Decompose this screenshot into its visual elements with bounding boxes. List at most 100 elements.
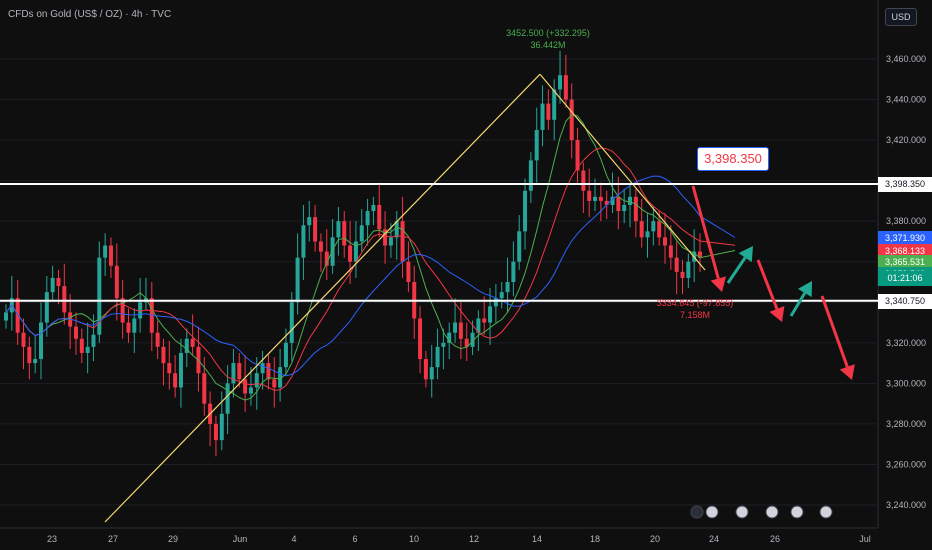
candle-body — [633, 196, 638, 222]
x-tick-label: 20 — [650, 534, 660, 544]
trendline-up — [104, 73, 541, 523]
candle-body — [575, 140, 580, 171]
candle-body — [365, 211, 370, 226]
tag-resistance: 3,398.350 — [878, 176, 932, 192]
candle-body — [418, 318, 423, 360]
x-tick-label: 6 — [352, 534, 357, 544]
candle-body — [674, 257, 679, 272]
candle-body — [278, 367, 283, 388]
x-tick-label: 27 — [108, 534, 118, 544]
candle-body — [108, 245, 113, 266]
y-tick-label: 3,280.000 — [886, 419, 926, 429]
arrow-head — [710, 276, 727, 292]
candle-body — [190, 338, 195, 347]
candle-body — [523, 190, 528, 232]
candle-body — [534, 129, 539, 161]
candle-body — [394, 221, 399, 238]
candle-body — [663, 237, 668, 246]
arrow-shaft — [756, 259, 779, 310]
candle-body — [441, 342, 446, 347]
symbol-title[interactable]: CFDs on Gold (US$ / OZ) · 4h · TVC — [8, 9, 172, 20]
candle-body — [470, 332, 475, 347]
candle-body — [56, 277, 61, 287]
arrow-shaft — [789, 292, 807, 317]
candle-body — [610, 196, 615, 205]
candle-body — [383, 229, 388, 246]
candle-body — [581, 170, 586, 191]
candle-body — [447, 332, 452, 343]
forecast-arrow-down-2 — [756, 259, 785, 322]
candle-body — [680, 271, 685, 278]
x-tick-label: Jun — [233, 534, 248, 544]
candle-body — [50, 277, 55, 293]
tag-ma-blue: 3,371.930 — [878, 230, 932, 246]
candle-body — [260, 363, 265, 374]
flag-icon — [819, 505, 833, 519]
y-tick-label: 3,320.000 — [886, 338, 926, 348]
candle-body — [324, 251, 329, 266]
candle-body — [85, 346, 90, 353]
candle-body — [645, 231, 650, 238]
candle-body — [173, 373, 178, 388]
arrow-shaft — [691, 185, 720, 279]
y-tick-label: 3,440.000 — [886, 95, 926, 105]
y-tick-label: 3,300.000 — [886, 378, 926, 388]
candle-body — [330, 237, 335, 266]
candle-body — [453, 322, 458, 333]
candle-body — [138, 302, 143, 319]
peak-volume-label: 36.442M — [530, 40, 566, 50]
peak-annotation: 3452.500 (+332.295) 36.442M — [488, 27, 608, 51]
flag-icon — [735, 505, 749, 519]
candles — [4, 50, 702, 457]
candle-body — [301, 225, 306, 258]
candle-body — [348, 245, 353, 262]
currency-button[interactable]: USD — [885, 8, 917, 26]
candle-body — [62, 286, 67, 313]
arrow-shaft — [820, 295, 849, 368]
candle-body — [21, 332, 26, 347]
candle-body — [435, 346, 440, 368]
event-icons — [690, 505, 833, 519]
ma-line-blue — [5, 175, 736, 377]
candle-body — [628, 196, 633, 205]
flag-icon — [705, 505, 719, 519]
ma-line-red — [5, 147, 736, 391]
candle-body — [423, 359, 428, 380]
candle-body — [178, 352, 183, 388]
y-tick-label: 3,420.000 — [886, 135, 926, 145]
candle-body — [639, 221, 644, 238]
low-volume-label: 7.158M — [679, 310, 711, 320]
candle-body — [482, 318, 487, 323]
candle-body — [313, 217, 318, 242]
y-tick-label: 3,260.000 — [886, 459, 926, 469]
trendline-down — [539, 73, 706, 271]
x-tick-label: 12 — [469, 534, 479, 544]
candle-body — [668, 245, 673, 258]
low-annotation: 3334.645 (-97.855) 7.158M — [640, 297, 750, 321]
candle-body — [598, 196, 603, 201]
forecast-arrow-up-1 — [726, 246, 753, 284]
lightning-icon — [690, 505, 704, 519]
arrow-head — [797, 281, 812, 298]
arrow-head — [769, 306, 785, 322]
candle-body — [342, 221, 347, 246]
arrow-shaft — [726, 256, 747, 284]
candle-body — [248, 387, 253, 394]
candle-body — [511, 261, 516, 282]
tag-support: 3,340.750 — [878, 293, 932, 309]
candle-body — [266, 363, 271, 380]
level-callout[interactable]: 3,398.350 — [697, 147, 769, 171]
candle-body — [161, 346, 166, 364]
candle-body — [499, 292, 504, 299]
candle-body — [604, 200, 609, 205]
candle-body — [406, 261, 411, 282]
candle-body — [359, 225, 364, 242]
candle-body — [651, 221, 656, 232]
tag-countdown: 01:21:06 — [878, 270, 932, 286]
candle-body — [528, 160, 533, 191]
candle-body — [569, 99, 574, 141]
x-tick-label: 14 — [532, 534, 542, 544]
candle-body — [657, 221, 662, 238]
y-tick-label: 3,240.000 — [886, 500, 926, 510]
